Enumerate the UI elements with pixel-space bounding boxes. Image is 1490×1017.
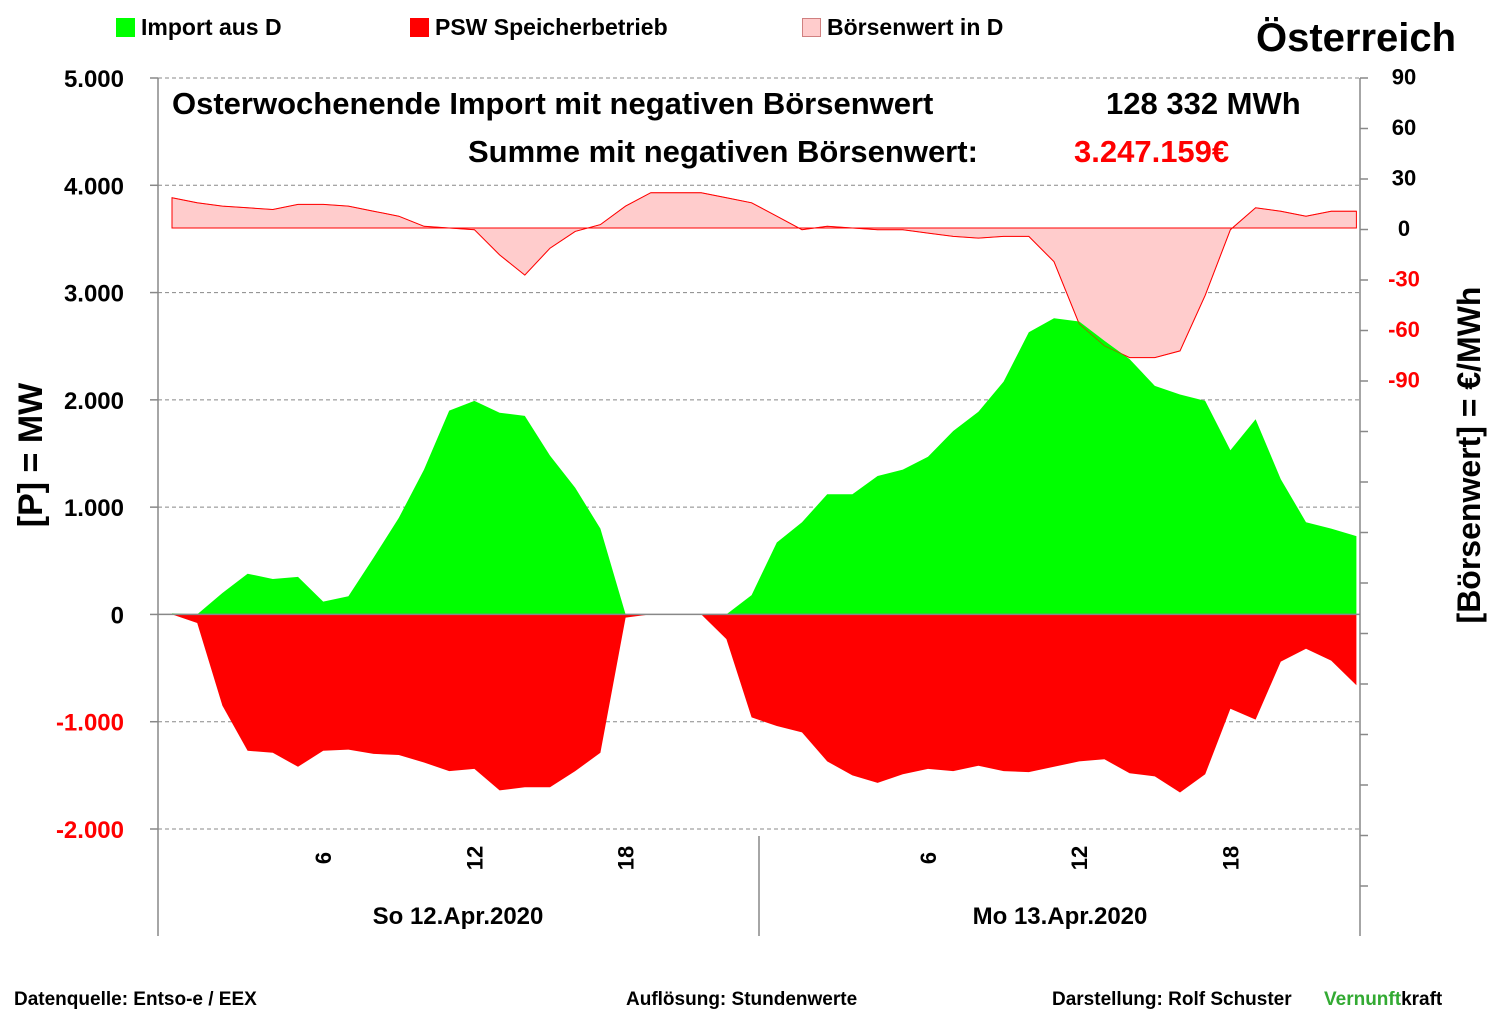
legend-label-import: Import aus D xyxy=(141,14,282,40)
x-tick-label: 18 xyxy=(614,846,639,870)
y-right-tick-label: -60 xyxy=(1388,317,1420,342)
y-right-tick-label: 60 xyxy=(1392,115,1416,140)
footer-author: Darstellung: Rolf Schuster xyxy=(1052,989,1292,1010)
footer-resolution: Auflösung: Stundenwerte xyxy=(626,989,858,1010)
footer-source: Datenquelle: Entso-e / EEX xyxy=(14,989,257,1010)
legend-item-psw: PSW Speicherbetrieb xyxy=(410,14,668,41)
price-area xyxy=(171,192,1357,359)
day-label: So 12.Apr.2020 xyxy=(373,903,544,930)
chart-axes xyxy=(150,77,1368,936)
annotation-line2: Summe mit negativen Börsenwert: xyxy=(468,134,978,169)
footer-brand: Vernunftkraft xyxy=(1324,989,1442,1011)
chart: 5.000 4.000 3.000 2.000 1.000 0 -1.000 -2.000 90… xyxy=(12,65,1487,936)
footer-brand-green: Vernunft xyxy=(1324,989,1402,1010)
x-tick-label: 12 xyxy=(462,846,487,870)
day-label: Mo 13.Apr.2020 xyxy=(973,903,1148,930)
legend-swatch-import xyxy=(116,18,135,37)
price-line xyxy=(171,192,1357,358)
legend-item-import: Import aus D xyxy=(116,14,282,41)
legend-swatch-psw xyxy=(410,18,429,37)
annotation-line1-value: 128 332 MWh xyxy=(1106,86,1301,121)
y-left-tick-label: 2.000 xyxy=(64,388,124,415)
y-right-tick-label: 30 xyxy=(1392,166,1416,191)
import-area xyxy=(172,318,1357,615)
y-axis-left-label: [P] = MW xyxy=(12,382,50,527)
psw-area xyxy=(172,614,1357,793)
footer-brand-black: kraft xyxy=(1401,989,1443,1010)
y-right-tick-label: -90 xyxy=(1388,368,1420,393)
x-tick-label: 12 xyxy=(1067,846,1092,870)
tick-labels: 5.000 4.000 3.000 2.000 1.000 0 -1.000 -2.000 90… xyxy=(56,65,1420,931)
y-left-tick-label: 4.000 xyxy=(64,173,124,200)
y-left-tick-label: -2.000 xyxy=(56,817,124,844)
annotation-line1: Osterwochenende Import mit negativen Bör… xyxy=(172,86,934,121)
y-right-tick-label: -30 xyxy=(1388,267,1420,292)
y-left-tick-label: 5.000 xyxy=(64,66,124,93)
y-axis-right-label: [Börsenwert] = €/MWh xyxy=(1451,287,1487,624)
country-title: Österreich xyxy=(1256,16,1457,60)
legend-swatch-price xyxy=(802,18,821,37)
x-tick-label: 6 xyxy=(916,852,941,864)
legend-label-price: Börsenwert in D xyxy=(827,14,1004,40)
y-right-tick-label: 90 xyxy=(1392,65,1416,90)
x-tick-label: 18 xyxy=(1218,846,1243,870)
y-left-tick-label: 1.000 xyxy=(64,495,124,522)
annotation-line2-value: 3.247.159€ xyxy=(1074,134,1230,169)
y-left-tick-label: 0 xyxy=(111,602,124,629)
x-tick-label: 6 xyxy=(311,852,336,864)
legend-label-psw: PSW Speicherbetrieb xyxy=(435,14,668,40)
chart-areas xyxy=(171,192,1357,793)
y-right-tick-label: 0 xyxy=(1398,216,1410,241)
y-left-tick-label: 3.000 xyxy=(64,281,124,308)
legend-item-price: Börsenwert in D xyxy=(802,14,1003,41)
y-left-tick-label: -1.000 xyxy=(56,710,124,737)
